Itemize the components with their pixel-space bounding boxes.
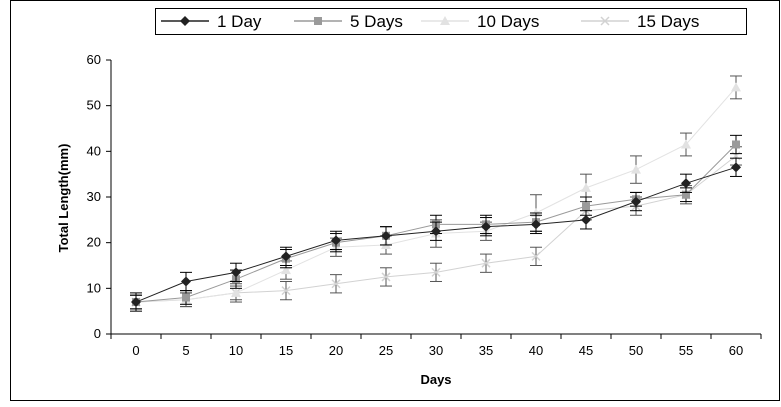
data-point (582, 202, 590, 211)
x-tick-label: 55 (679, 343, 693, 358)
x-tick-label: 15 (279, 343, 293, 358)
legend-label: 15 Days (637, 12, 699, 31)
data-point (731, 162, 741, 173)
x-tick-label: 0 (132, 343, 139, 358)
x-tick-label: 40 (529, 343, 543, 358)
legend-label: 5 Days (350, 12, 403, 31)
legend-label: 10 Days (477, 12, 539, 31)
data-point (681, 139, 691, 149)
legend-item-10-days: 10 Days (421, 12, 539, 31)
data-point (431, 267, 441, 277)
data-point (331, 235, 341, 246)
x-tick-label: 5 (182, 343, 189, 358)
series-1-day (130, 157, 742, 312)
data-point (281, 286, 291, 296)
data-point (732, 140, 740, 149)
x-tick-label: 50 (629, 343, 643, 358)
data-point (281, 265, 291, 275)
legend-marker (314, 17, 322, 25)
data-point (481, 221, 491, 232)
x-tick-label: 20 (329, 343, 343, 358)
data-point (531, 219, 541, 230)
legend-marker (600, 16, 610, 26)
data-point (231, 267, 241, 278)
data-point (682, 190, 690, 199)
x-tick-label: 45 (579, 343, 593, 358)
x-tick-label: 25 (379, 343, 393, 358)
legend-item-1-day: 1 Day (161, 12, 262, 31)
legend: 1 Day 5 Days 10 Days 15 Days (155, 8, 747, 35)
y-tick-label: 40 (87, 143, 101, 158)
chart-frame (10, 0, 780, 401)
y-axis-label: Total Length(mm) (56, 144, 71, 253)
legend-marker (180, 16, 190, 26)
data-point (131, 297, 141, 308)
data-point (631, 196, 641, 207)
legend-marker (440, 16, 450, 25)
data-point (581, 182, 591, 192)
data-point (481, 258, 491, 268)
data-point (431, 226, 441, 237)
y-tick-label: 50 (87, 98, 101, 113)
data-point (231, 287, 241, 297)
y-tick-label: 60 (87, 52, 101, 67)
x-tick-label: 35 (479, 343, 493, 358)
legend-item-15-days: 15 Days (581, 12, 699, 31)
axes: 0 10 20 30 40 50 60 0 5 10 15 20 25 30 35 40 45 50 55 60 (87, 52, 762, 358)
data-point (681, 178, 691, 189)
y-tick-label: 10 (87, 280, 101, 295)
x-tick-label: 30 (429, 343, 443, 358)
legend-item-5-days: 5 Days (294, 12, 403, 31)
y-tick-label: 0 (94, 326, 101, 341)
x-tick-label: 60 (729, 343, 743, 358)
data-point (182, 293, 190, 302)
data-point (331, 279, 341, 289)
data-point (531, 251, 541, 261)
x-axis-label: Days (420, 372, 451, 387)
x-tick-label: 10 (229, 343, 243, 358)
y-tick-label: 20 (87, 235, 101, 250)
data-point (381, 230, 391, 241)
y-tick-label: 30 (87, 189, 101, 204)
data-point (181, 276, 191, 287)
data-point (731, 82, 741, 92)
legend-label: 1 Day (217, 12, 262, 31)
data-point (281, 251, 291, 262)
data-point (581, 214, 591, 225)
data-point (381, 272, 391, 282)
series-layer (130, 75, 742, 312)
data-point (631, 164, 641, 174)
